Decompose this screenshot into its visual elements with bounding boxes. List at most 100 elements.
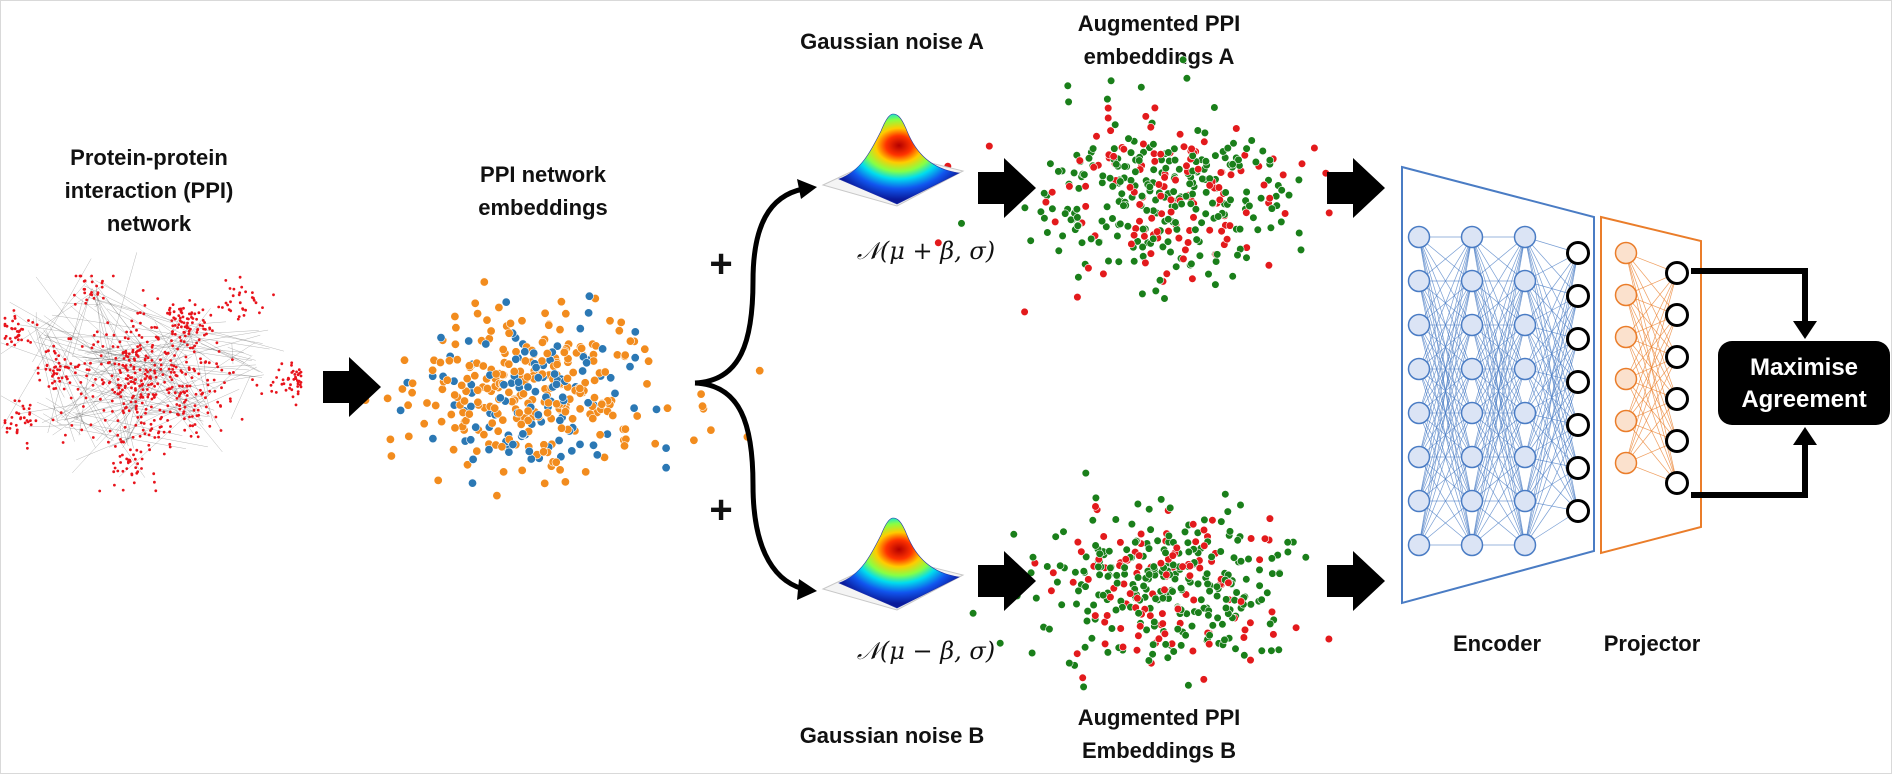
embedding-point (525, 447, 533, 455)
network-node (153, 364, 156, 367)
network-node (119, 461, 122, 464)
network-node (24, 422, 27, 425)
augmented-a-point (1189, 275, 1197, 283)
network-node (193, 350, 196, 353)
augmented-a-point (1216, 196, 1224, 204)
augmented-a-point (1021, 204, 1029, 212)
network-node (92, 343, 95, 346)
augmented-a-point (1042, 198, 1050, 206)
network-neuron (1616, 369, 1637, 390)
network-node (97, 340, 100, 343)
network-node (136, 411, 139, 414)
network-node (27, 319, 30, 322)
augmented-b-point (1185, 682, 1193, 690)
embedding-point (404, 401, 412, 409)
embedding-point (521, 348, 529, 356)
augmented-a-point (1173, 226, 1181, 234)
network-node (185, 361, 188, 364)
augmented-a-point (1041, 214, 1049, 222)
augmented-b-point (1145, 571, 1153, 579)
augmented-a-point (1236, 225, 1244, 233)
augmented-a-point (1178, 200, 1186, 208)
network-node (220, 429, 223, 432)
network-node (96, 330, 99, 333)
network-node (135, 449, 138, 452)
network-neuron (1462, 447, 1483, 468)
network-node (54, 387, 57, 390)
connector-arrowhead-top (1793, 321, 1817, 339)
augmented-a-point (1205, 270, 1213, 278)
augmented-b-point (1230, 554, 1238, 562)
embedding-point (651, 440, 659, 448)
network-node (127, 337, 130, 340)
network-node (23, 416, 26, 419)
network-node (193, 312, 196, 315)
network-node (6, 427, 9, 430)
augmented-a-point (1265, 262, 1273, 270)
augmented-a-point (1105, 257, 1113, 265)
network-node (29, 419, 32, 422)
network-node (14, 399, 17, 402)
augmented-b-point (1194, 580, 1202, 588)
embedding-point (601, 368, 609, 376)
embedding-point (662, 464, 670, 472)
network-node (186, 385, 189, 388)
augmented-a-point (1278, 186, 1286, 194)
network-node (194, 404, 197, 407)
network-neuron (1667, 305, 1688, 326)
augmented-b-point (1101, 640, 1109, 648)
augmented-b-point (1233, 589, 1241, 597)
network-node (156, 297, 159, 300)
network-node (154, 489, 157, 492)
network-node (112, 470, 115, 473)
network-node (97, 291, 100, 294)
network-node (85, 397, 88, 400)
network-node (139, 322, 142, 325)
network-node (114, 445, 117, 448)
augmented-a-point (1150, 141, 1158, 149)
network-node (135, 408, 138, 411)
embedding-point (582, 468, 590, 476)
augmented-a-point (1106, 174, 1114, 182)
network-node (14, 336, 17, 339)
network-node (13, 344, 16, 347)
network-node (29, 341, 32, 344)
network-node (134, 382, 137, 385)
network-node (182, 307, 185, 310)
network-node (188, 368, 191, 371)
embedding-point (621, 425, 629, 433)
network-node (80, 429, 83, 432)
network-node (133, 481, 136, 484)
embedding-point (698, 402, 706, 410)
network-neuron (1515, 359, 1536, 380)
augmented-a-point (1165, 227, 1173, 235)
embedding-point (502, 298, 510, 306)
network-node (239, 276, 242, 279)
augmented-b-point (1082, 583, 1090, 591)
augmented-b-point (1104, 649, 1112, 657)
embedding-point (609, 411, 617, 419)
augmented-b-point (1221, 636, 1229, 644)
augmented-b-point (1269, 570, 1277, 578)
network-node (186, 322, 189, 325)
network-neuron (1568, 501, 1589, 522)
network-node (111, 374, 114, 377)
network-node (118, 386, 121, 389)
embedding-point (505, 388, 513, 396)
augmented-b-point (1117, 539, 1125, 547)
augmented-a-point (1087, 235, 1095, 243)
augmented-b-point (1112, 606, 1120, 614)
network-node (111, 400, 114, 403)
network-node (88, 369, 91, 372)
network-node (295, 371, 298, 374)
embedding-point (630, 404, 638, 412)
embedding-point (557, 298, 565, 306)
embedding-point (524, 407, 532, 415)
augmented-b-point (1135, 552, 1143, 560)
network-node (101, 280, 104, 283)
network-neuron (1462, 359, 1483, 380)
network-node (136, 462, 139, 465)
network-node (205, 406, 208, 409)
network-node (141, 402, 144, 405)
augmented-b-point (1275, 646, 1283, 654)
